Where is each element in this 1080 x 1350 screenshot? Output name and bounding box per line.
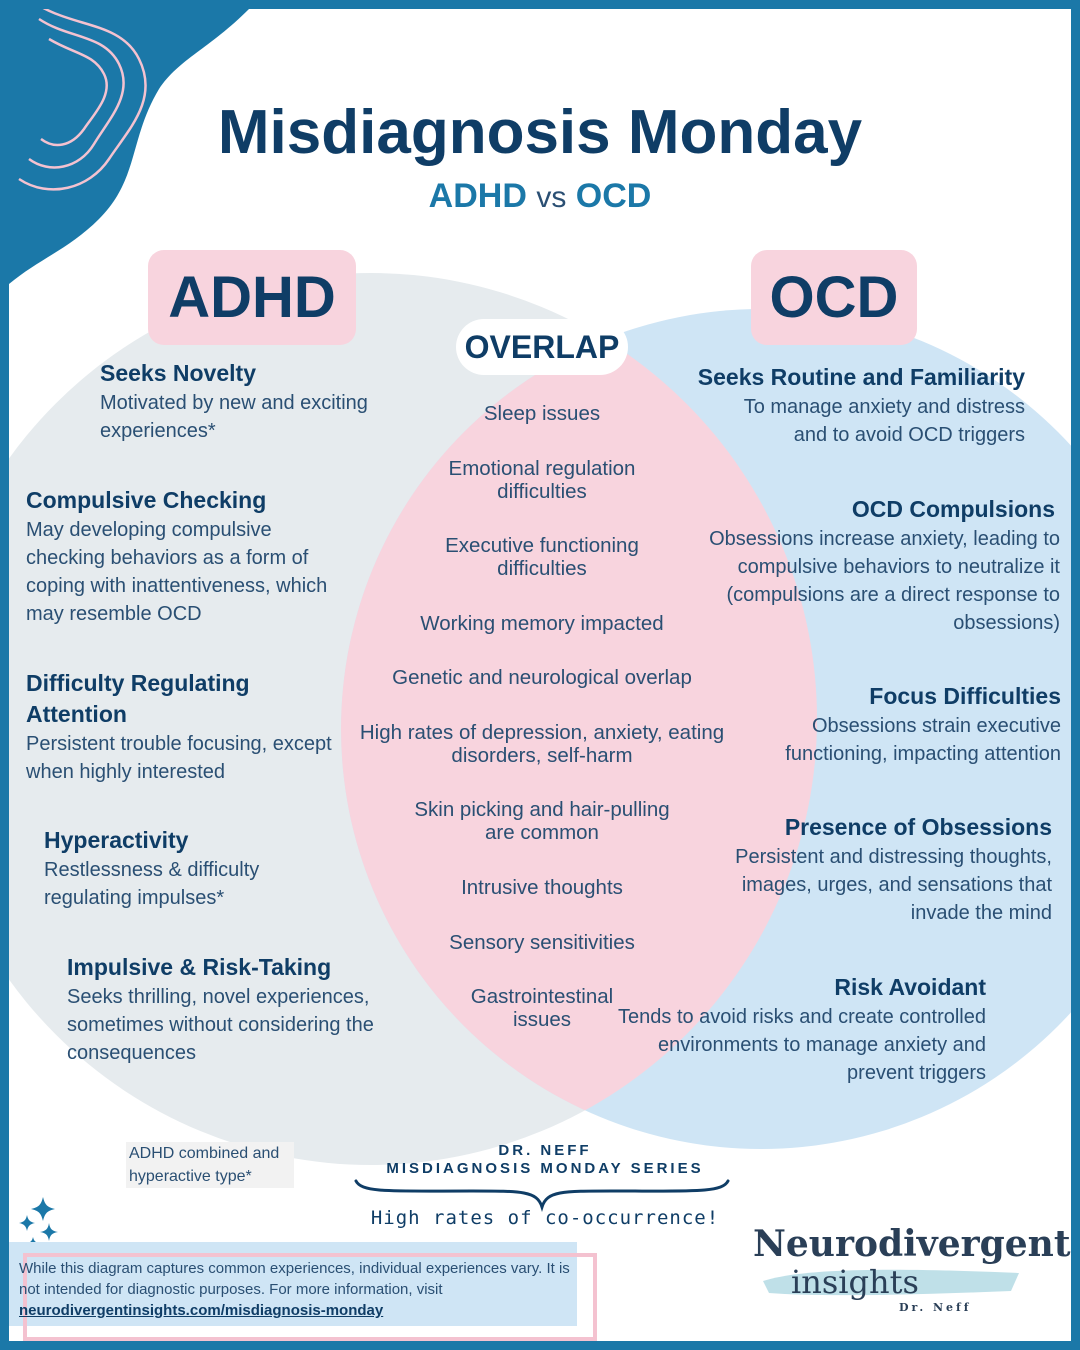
overlap-item: Working memory impacted bbox=[420, 612, 664, 635]
ocd-item: Risk Avoidant Tends to avoid risks and c… bbox=[616, 972, 986, 1087]
adhd-item-desc: Seeks thrilling, novel experiences, some… bbox=[67, 986, 374, 1064]
adhd-item-title: Impulsive & Risk-Taking bbox=[67, 954, 332, 980]
disclaimer-frame bbox=[23, 1253, 597, 1341]
ocd-item-desc: Tends to avoid risks and create controll… bbox=[618, 1006, 986, 1084]
adhd-item-title: Compulsive Checking bbox=[26, 487, 267, 513]
ocd-item-title: Risk Avoidant bbox=[834, 974, 986, 1000]
ocd-item-title: OCD Compulsions bbox=[851, 496, 1055, 522]
adhd-item-desc: May developing compulsive checking behav… bbox=[26, 519, 328, 625]
overlap-item: Intrusive thoughts bbox=[461, 876, 623, 899]
infographic-canvas: Misdiagnosis Monday ADHD vs OCD ADHD OCD… bbox=[9, 9, 1071, 1341]
page-title: Misdiagnosis Monday bbox=[217, 98, 863, 167]
venn-diagram bbox=[9, 273, 1071, 1165]
brace-icon bbox=[354, 1179, 730, 1213]
overlap-label: OVERLAP bbox=[456, 319, 628, 375]
ocd-item: OCD Compulsions Obsessions increase anxi… bbox=[701, 494, 1060, 637]
ocd-item: Focus Difficulties Obsessions strain exe… bbox=[721, 681, 1061, 768]
series-tagline: High rates of co-occurrence! bbox=[370, 1207, 720, 1229]
logo-wordmark: Neurodivergent bbox=[753, 1223, 1071, 1265]
overlap-region bbox=[341, 309, 817, 1149]
adhd-item: Impulsive & Risk-Taking Seeks thrilling,… bbox=[67, 952, 412, 1067]
overlap-item: Executive functioning difficulties bbox=[445, 534, 639, 580]
overlap-item: Emotional regulation difficulties bbox=[448, 457, 636, 503]
subtitle-adhd: ADHD bbox=[428, 177, 527, 215]
series-author: DR. NEFF bbox=[498, 1142, 592, 1159]
page-subtitle: ADHD vs OCD bbox=[9, 177, 1071, 216]
overlap-item: High rates of depression, anxiety, eatin… bbox=[359, 721, 725, 767]
adhd-item: Hyperactivity Restlessness & difficulty … bbox=[44, 825, 304, 912]
overlap-item: Sleep issues bbox=[483, 402, 601, 425]
logo-swash bbox=[763, 1269, 1019, 1296]
ocd-item: Seeks Routine and Familiarity To manage … bbox=[649, 362, 1025, 449]
ocd-item-title: Seeks Routine and Familiarity bbox=[697, 364, 1025, 390]
overlap-item: Gastrointestinal issues bbox=[470, 985, 614, 1031]
adhd-item-title: Difficulty Regulating Attention bbox=[26, 670, 250, 727]
adhd-item-title: Seeks Novelty bbox=[100, 360, 256, 386]
corner-decoration bbox=[9, 9, 249, 284]
footnote: ADHD combined and hyperactive type* bbox=[126, 1142, 294, 1188]
ocd-item-title: Presence of Obsessions bbox=[784, 814, 1052, 840]
ocd-item-desc: Obsessions increase anxiety, leading to … bbox=[709, 528, 1060, 634]
adhd-item: Seeks Novelty Motivated by new and excit… bbox=[100, 358, 380, 445]
disclaimer-link[interactable]: neurodivergentinsights.com/misdiagnosis-… bbox=[19, 1302, 384, 1319]
overlap-item: Sensory sensitivities bbox=[449, 931, 635, 954]
adhd-item: Difficulty Regulating Attention Persiste… bbox=[26, 668, 346, 786]
adhd-item-desc: Restlessness & difficulty regulating imp… bbox=[44, 859, 260, 909]
disclaimer-body: While this diagram captures common exper… bbox=[19, 1260, 570, 1298]
subtitle-vs: vs bbox=[536, 181, 567, 214]
adhd-item: Compulsive Checking May developing compu… bbox=[26, 485, 356, 628]
disclaimer-text: While this diagram captures common exper… bbox=[19, 1258, 575, 1321]
ocd-item-desc: Obsessions strain executive functioning,… bbox=[785, 715, 1061, 765]
ocd-item-desc: To manage anxiety and distress and to av… bbox=[743, 396, 1025, 446]
adhd-item-title: Hyperactivity bbox=[44, 827, 189, 853]
overlap-item: Skin picking and hair-pulling are common bbox=[414, 798, 670, 844]
adhd-item-desc: Persistent trouble focusing, except when… bbox=[26, 733, 332, 783]
ocd-label: OCD bbox=[751, 250, 917, 345]
logo-wordmark-sub: insights bbox=[791, 1263, 919, 1301]
ocd-item: Presence of Obsessions Persistent and di… bbox=[721, 812, 1052, 927]
ocd-item-desc: Persistent and distressing thoughts, ima… bbox=[735, 846, 1052, 924]
subtitle-ocd: OCD bbox=[575, 177, 652, 215]
overlap-item: Genetic and neurological overlap bbox=[392, 666, 692, 689]
adhd-item-desc: Motivated by new and exciting experience… bbox=[100, 392, 368, 442]
ocd-item-title: Focus Difficulties bbox=[869, 683, 1061, 709]
adhd-label: ADHD bbox=[148, 250, 356, 345]
logo-signature: Dr. Neff bbox=[899, 1301, 972, 1314]
series-credit: DR. NEFF MISDIAGNOSIS MONDAY SERIES bbox=[362, 1142, 728, 1178]
series-name: MISDIAGNOSIS MONDAY SERIES bbox=[386, 1160, 704, 1177]
